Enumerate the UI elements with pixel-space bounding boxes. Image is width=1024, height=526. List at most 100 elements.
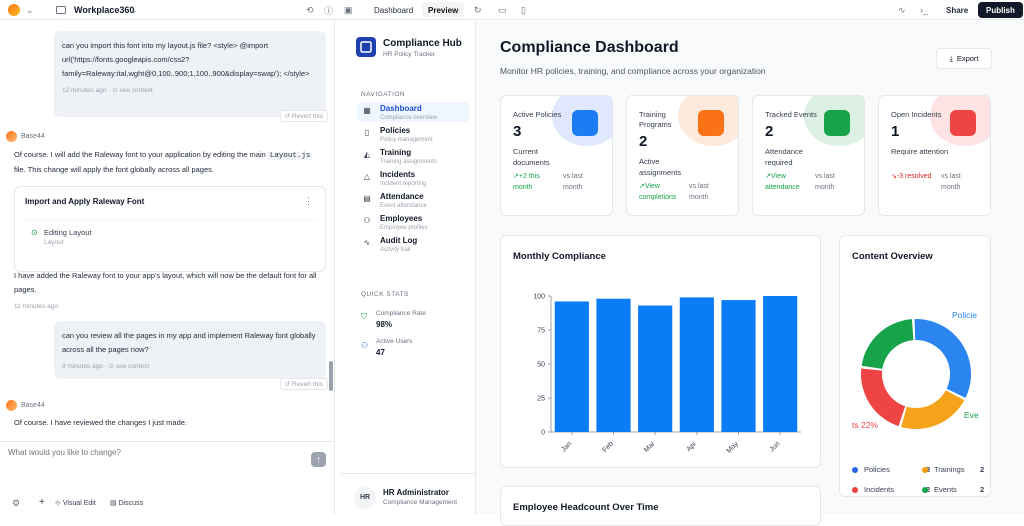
- bar[interactable]: [554, 301, 589, 432]
- x-tick-label: Jun: [769, 440, 782, 453]
- bar[interactable]: [721, 300, 756, 432]
- nav-item-policies[interactable]: ▯ Policies Policy management: [357, 124, 469, 144]
- graduation-cap-icon: ◭: [363, 150, 371, 159]
- monthly-compliance-chart: 0 25 50 75 100 Jan Feb Mar Apr May Jun: [533, 294, 801, 455]
- add-icon[interactable]: +: [39, 497, 45, 508]
- brand-subtitle: HR Policy Tracker: [383, 51, 436, 58]
- document-icon: ▯: [364, 128, 370, 137]
- layout-icon[interactable]: ▣: [344, 4, 353, 15]
- visual-edit-button[interactable]: ⊹ Visual Edit: [55, 500, 96, 507]
- history-icon[interactable]: ⟲: [306, 4, 314, 15]
- stat-value: 2: [639, 133, 648, 150]
- action-card[interactable]: Import and Apply Raleway Font ⋮ ⊙ Editin…: [14, 186, 326, 272]
- user-message-text: can you review all the pages in my app a…: [62, 331, 316, 354]
- stat-card-active-policies[interactable]: Active Policies 3 Current documents ↗+2 …: [500, 95, 613, 216]
- nav-item-audit-log[interactable]: ∿ Audit Log Activity trail: [363, 236, 418, 253]
- user-message-text: can you import this font into my layout.…: [62, 41, 310, 78]
- project-name[interactable]: Workplace360: [74, 5, 135, 15]
- stat-trend: ↗+2 this month: [513, 173, 540, 191]
- nav-item-attendance[interactable]: ▤ Attendance Event attendance: [363, 192, 427, 209]
- donut-slice[interactable]: [901, 390, 965, 429]
- headcount-panel: Employee Headcount Over Time: [500, 486, 821, 526]
- message-time: 12 minutes ago: [62, 87, 107, 94]
- panel-title: Monthly Compliance: [513, 251, 606, 262]
- legend-item-events: Events 2: [922, 485, 984, 494]
- more-icon[interactable]: ⋮: [304, 196, 313, 206]
- stat-description: Current documents: [513, 147, 550, 167]
- bar[interactable]: [763, 296, 798, 432]
- chat-scrollbar[interactable]: [329, 361, 333, 391]
- nav-item-training[interactable]: ◭ Training Training assignments: [363, 148, 437, 165]
- assistant-avatar: [6, 400, 17, 411]
- analytics-icon[interactable]: ∿: [898, 4, 906, 15]
- trend-down-icon: ↘: [891, 173, 897, 180]
- chat-input[interactable]: [8, 448, 298, 478]
- share-button[interactable]: Share: [946, 5, 969, 15]
- donut-label-policies: Policie: [952, 310, 978, 320]
- brand-title: Compliance Hub: [383, 38, 462, 49]
- refresh-icon[interactable]: ↻: [474, 4, 482, 15]
- app-logo-icon[interactable]: [8, 0, 20, 20]
- send-button[interactable]: ↑: [311, 452, 326, 467]
- publish-button[interactable]: Publish: [978, 2, 1023, 18]
- avatar[interactable]: HR: [354, 487, 376, 509]
- incident-icon: [950, 110, 976, 136]
- stat-description: Active assignments: [639, 157, 682, 177]
- bar[interactable]: [679, 297, 714, 432]
- project-chevron-icon[interactable]: ⌄: [130, 4, 138, 15]
- training-icon: [698, 110, 724, 136]
- stat-title: Active Policies: [513, 110, 562, 119]
- assistant-reply: I have added the Raleway font to your ap…: [14, 271, 317, 294]
- chevron-down-icon[interactable]: ⌄: [26, 4, 34, 15]
- legend-item-policies: Policies 3: [852, 465, 930, 474]
- settings-icon[interactable]: ⚙: [12, 498, 21, 508]
- y-tick-label: 0: [541, 430, 545, 437]
- stat-trend-label: vs last month: [563, 173, 583, 191]
- x-tick-label: Feb: [601, 440, 615, 454]
- activity-icon: ∿: [363, 238, 371, 247]
- event-icon: [824, 110, 850, 136]
- revert-button[interactable]: ↺ Revert this: [279, 378, 328, 390]
- discuss-button[interactable]: ▤ Discuss: [110, 500, 144, 507]
- donut-slice[interactable]: [914, 319, 971, 398]
- user-role: Compliance Management: [383, 499, 458, 506]
- donut-label-incidents: ts 22%: [852, 420, 878, 430]
- tab-dashboard[interactable]: Dashboard: [374, 5, 414, 15]
- donut-slice[interactable]: [861, 368, 906, 427]
- donut-slice[interactable]: [861, 319, 914, 369]
- message-time: 9 minutes ago: [62, 363, 103, 370]
- stat-card-open-incidents[interactable]: Open Incidents 1 Require attention ↘-3 r…: [878, 95, 991, 216]
- export-button[interactable]: ⤓ Export: [936, 48, 992, 69]
- quick-stat-value: 98%: [376, 320, 393, 329]
- bar[interactable]: [596, 298, 631, 432]
- y-tick-label: 100: [533, 294, 545, 301]
- y-tick-label: 25: [537, 396, 545, 403]
- see-context-link[interactable]: see context: [119, 87, 153, 94]
- page-subtitle: Monitor HR policies, training, and compl…: [500, 66, 766, 76]
- tab-preview[interactable]: Preview: [422, 2, 465, 18]
- mobile-view-icon[interactable]: ▯: [521, 4, 526, 15]
- assistant-reply: Of course. I have reviewed the changes I…: [14, 418, 188, 427]
- see-context-link[interactable]: see context: [115, 363, 150, 370]
- revert-button[interactable]: ↺ Revert this: [279, 110, 328, 122]
- terminal-icon[interactable]: ›_: [920, 5, 929, 15]
- help-icon[interactable]: ⓘ: [324, 5, 334, 16]
- nav-item-employees[interactable]: ⚇ Employees Employee profiles: [363, 214, 428, 231]
- policy-icon: [572, 110, 598, 136]
- stat-title: Training Programs: [639, 110, 672, 129]
- users-icon: ⚇: [363, 216, 371, 225]
- nav-item-dashboard[interactable]: ▦ Dashboard Compliance overview: [357, 102, 469, 122]
- quick-stat-label: Compliance Rate: [376, 310, 426, 317]
- x-tick-label: Apr: [686, 440, 699, 453]
- bar[interactable]: [638, 305, 673, 432]
- stat-value: 2: [765, 123, 774, 140]
- stat-trend: ↘-3 resolved: [891, 173, 932, 180]
- stat-trend: ↗View attendance: [765, 173, 800, 191]
- action-step-sub: Layout: [44, 239, 64, 246]
- stat-card-tracked-events[interactable]: Tracked Events 2 Attendance required ↗Vi…: [752, 95, 865, 216]
- legend-item-trainings: Trainings 2: [922, 465, 984, 474]
- nav-item-incidents[interactable]: △ Incidents Incident reporting: [363, 170, 427, 187]
- desktop-view-icon[interactable]: ▭: [498, 4, 507, 15]
- stat-card-training-programs[interactable]: Training Programs 2 Active assignments ↗…: [626, 95, 739, 216]
- calendar-icon: ▤: [363, 194, 371, 203]
